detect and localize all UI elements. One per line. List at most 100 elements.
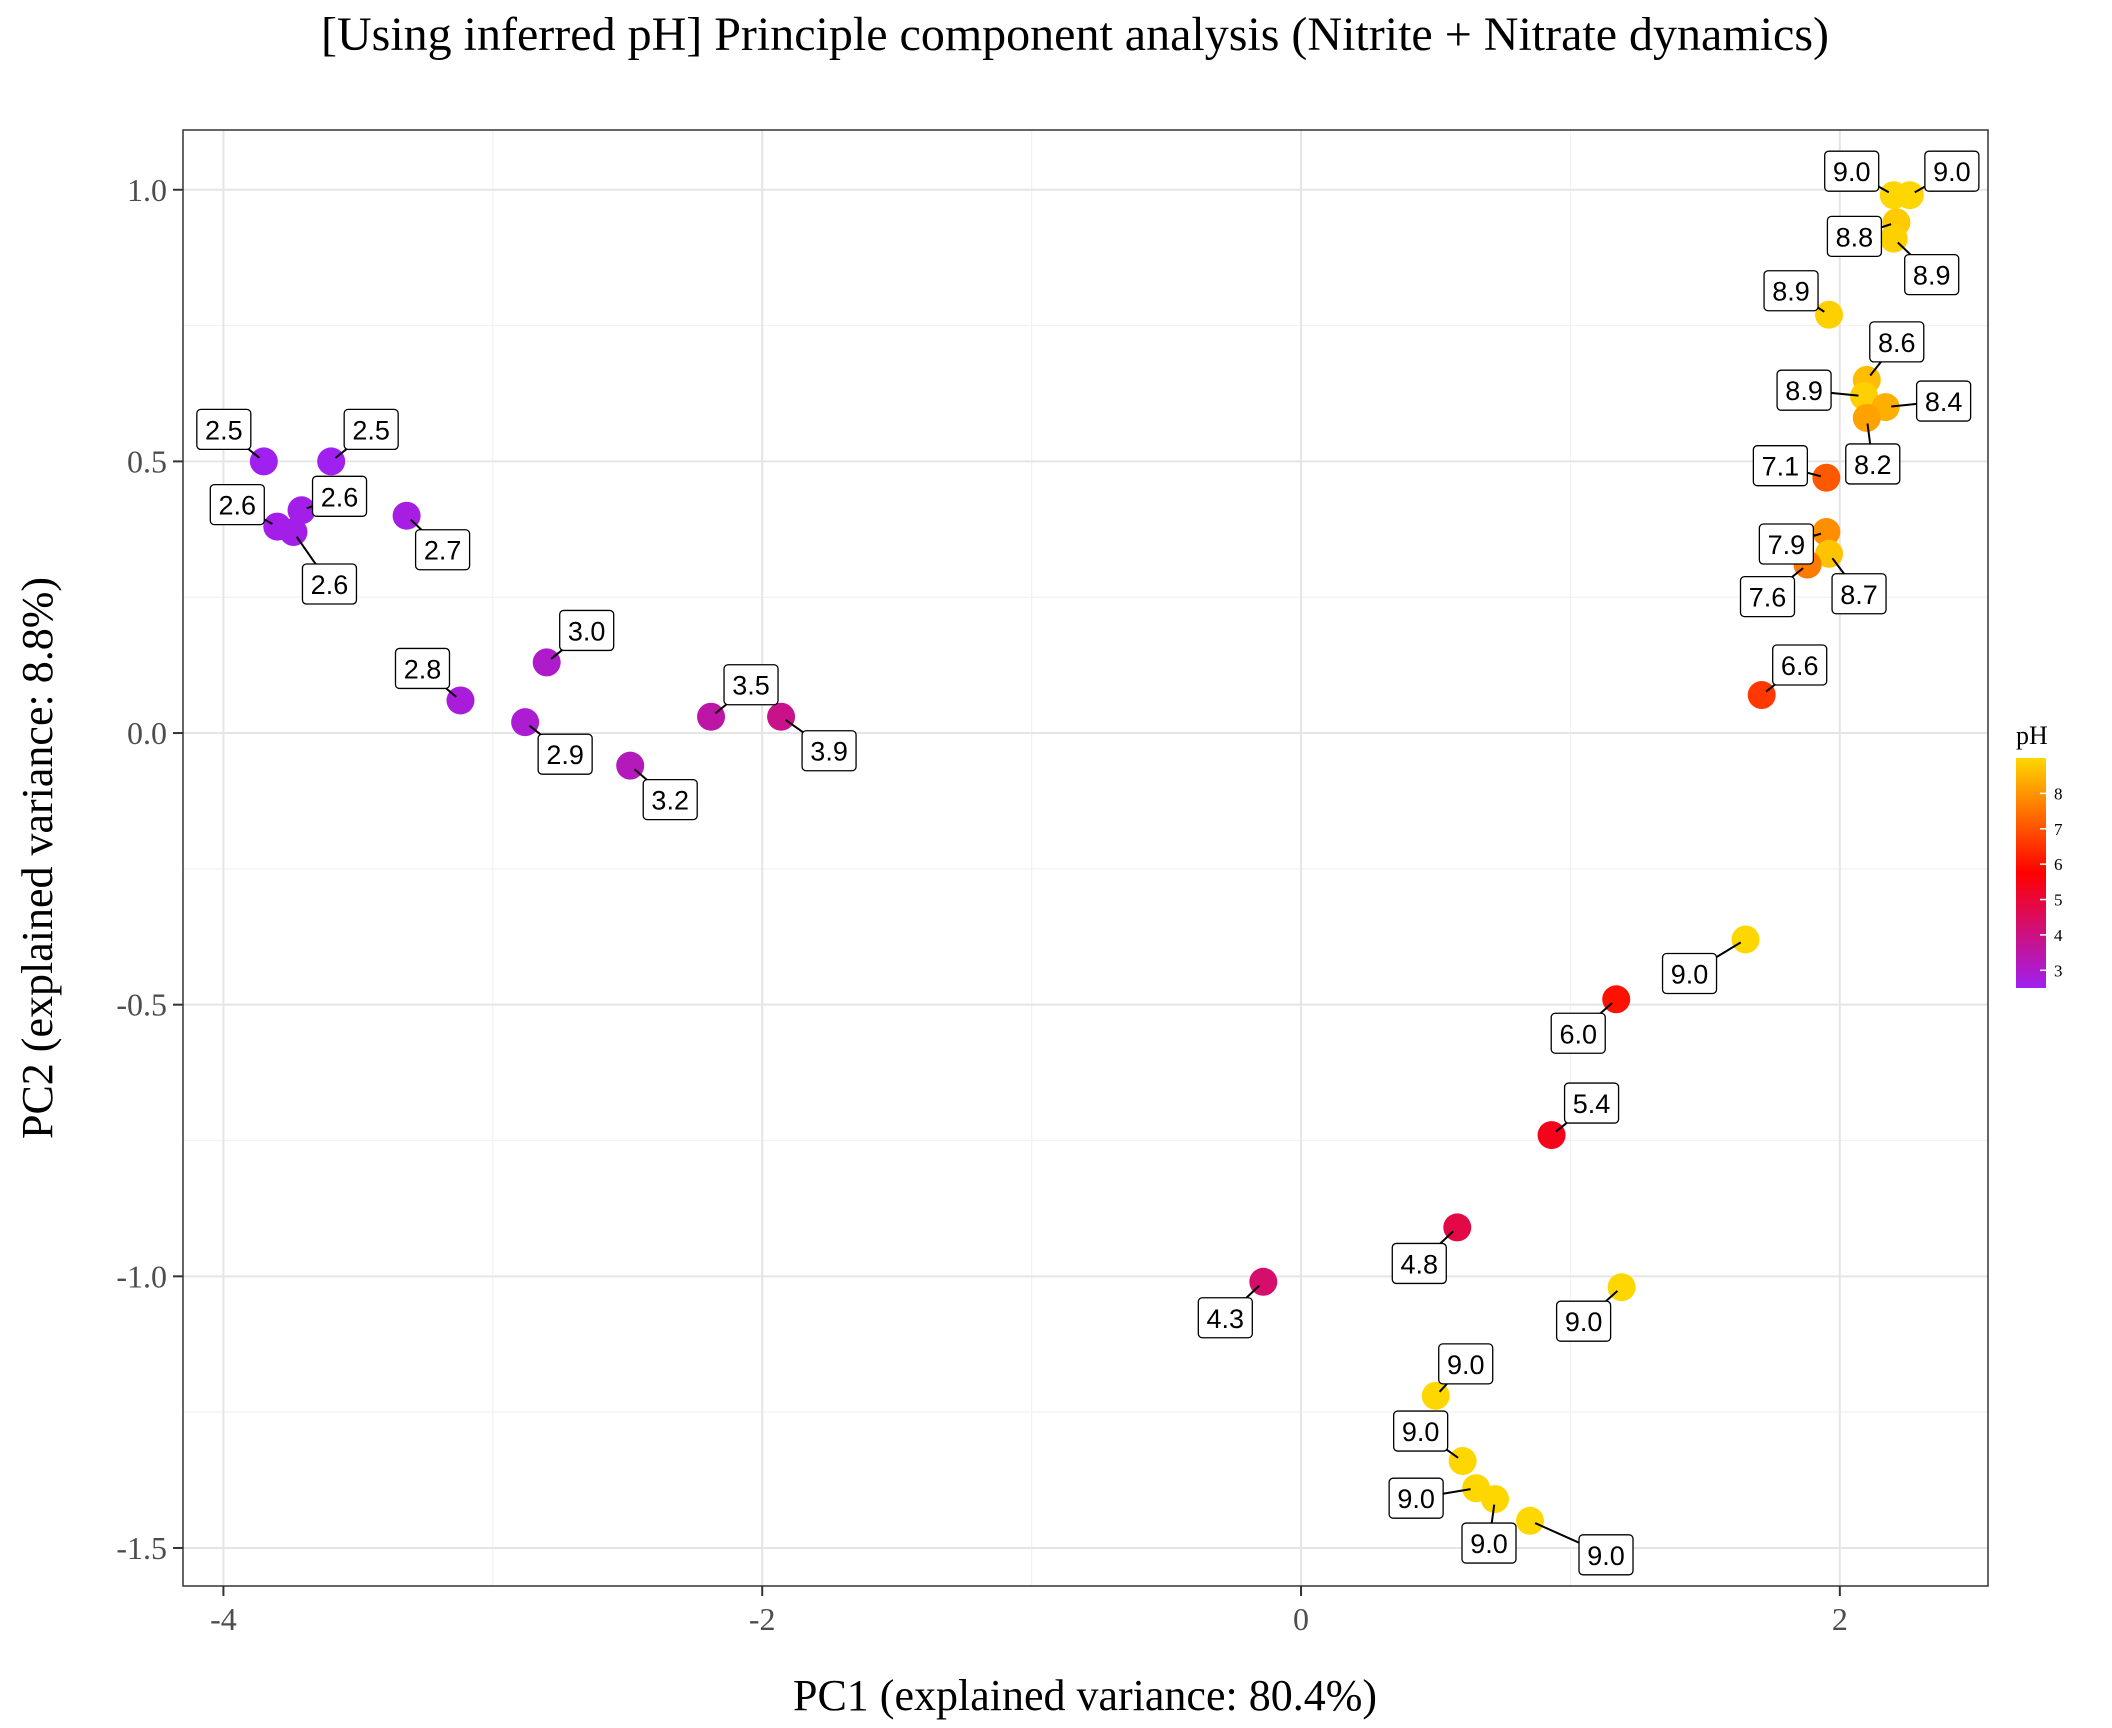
label-box — [642, 778, 698, 821]
label-text: 8.6 — [1878, 328, 1916, 358]
label-box — [1758, 523, 1815, 565]
data-point — [1852, 403, 1881, 432]
label-text: 9.0 — [1833, 157, 1871, 187]
label-text: 9.0 — [1671, 959, 1709, 989]
label-text: 9.0 — [1447, 1350, 1485, 1380]
label-box — [1461, 1522, 1517, 1564]
data-point — [1812, 518, 1841, 547]
label-text: 4.8 — [1401, 1249, 1439, 1279]
point-label: 2.6 — [209, 483, 273, 526]
data-point — [532, 648, 561, 677]
label-box — [723, 664, 779, 706]
data-point — [1537, 1121, 1566, 1150]
label-box — [414, 529, 471, 571]
point-label: 9.0 — [1555, 1290, 1619, 1342]
y-tick-label: 1.0 — [127, 172, 167, 208]
label-box — [1845, 443, 1901, 485]
label-box — [537, 733, 593, 775]
data-point — [1815, 300, 1844, 329]
label-box — [1661, 952, 1718, 995]
label-box — [1776, 369, 1832, 411]
point-label: 9.0 — [1388, 1477, 1471, 1519]
label-box — [1388, 1477, 1444, 1519]
label-text: 8.7 — [1840, 580, 1878, 610]
x-axis-title: PC1 (explained variance: 80.4%) — [793, 1671, 1377, 1720]
label-text: 8.4 — [1925, 387, 1963, 417]
label-box — [394, 647, 451, 690]
point-label: 7.9 — [1758, 523, 1822, 565]
x-tick-label: 2 — [1832, 1601, 1848, 1637]
label-box — [1197, 1297, 1253, 1339]
point-label: 7.6 — [1739, 567, 1804, 618]
point-label: 9.0 — [1461, 1504, 1517, 1564]
label-box — [801, 730, 857, 772]
label-box — [196, 408, 252, 451]
label-text: 3.2 — [651, 786, 689, 816]
label-box — [1438, 1343, 1494, 1385]
y-tick-label: -1.5 — [116, 1530, 167, 1566]
point-label: 2.6 — [295, 536, 358, 605]
label-box — [311, 475, 368, 517]
point-label: 6.6 — [1765, 644, 1828, 693]
label-text: 2.7 — [424, 536, 462, 566]
label-box — [1826, 215, 1883, 258]
legend-tick-label: 6 — [2054, 855, 2063, 874]
chart-title: [Using inferred pH] Principle component … — [321, 8, 1829, 61]
y-tick-label: 0.5 — [127, 443, 167, 479]
x-tick-label: 0 — [1293, 1601, 1309, 1637]
plot-grid — [183, 130, 1988, 1586]
y-tick-label: 0.0 — [127, 715, 167, 751]
label-text: 8.2 — [1854, 450, 1892, 480]
y-tick-label: -1.0 — [116, 1258, 167, 1294]
point-label: 2.5 — [334, 408, 399, 459]
label-text: 8.8 — [1836, 222, 1874, 252]
label-text: 6.6 — [1781, 651, 1819, 681]
point-label: 6.0 — [1550, 1002, 1613, 1054]
data-point — [697, 702, 726, 731]
point-label: 2.6 — [306, 475, 368, 517]
label-leader-line — [1490, 1504, 1496, 1526]
point-label: 8.6 — [1869, 321, 1925, 377]
point-label: 9.0 — [1534, 1522, 1634, 1576]
data-point — [1812, 463, 1841, 492]
point-label: 4.8 — [1391, 1230, 1454, 1285]
point-label: 3.9 — [785, 719, 857, 772]
point-label: 8.9 — [1897, 241, 1960, 296]
point-label: 8.9 — [1776, 369, 1859, 411]
label-text: 9.0 — [1397, 1484, 1435, 1514]
label-box — [1869, 321, 1925, 363]
data-point — [511, 708, 540, 737]
point-label: 8.7 — [1831, 557, 1887, 615]
label-box — [301, 563, 358, 605]
label-box — [1763, 270, 1819, 312]
label-box — [1563, 1082, 1620, 1124]
point-label: 3.2 — [633, 768, 698, 821]
label-box — [1915, 380, 1972, 422]
label-text: 2.5 — [352, 415, 390, 445]
label-text: 2.8 — [404, 654, 442, 684]
data-point — [1815, 539, 1844, 568]
label-box — [1752, 445, 1809, 487]
plot-background — [183, 130, 1988, 1586]
label-text: 2.5 — [205, 415, 243, 445]
point-label: 2.9 — [528, 724, 593, 775]
plot-panel-border — [182, 129, 1989, 1587]
label-text: 2.6 — [219, 491, 257, 521]
point-labels: 9.0 9.0 8.8 8.9 8.9 8.6 8.9 8.4 8.2 7.1 7.9 8.7 7.6 6… — [196, 150, 1980, 1576]
point-label: 8.4 — [1891, 380, 1972, 422]
y-axis-title: PC2 (explained variance: 8.8%) — [13, 577, 62, 1139]
point-label: 4.3 — [1197, 1284, 1260, 1339]
label-text: 8.9 — [1785, 376, 1823, 406]
point-label: 9.0 — [1438, 1343, 1494, 1393]
data-point — [767, 702, 796, 731]
point-label: 9.0 — [1824, 150, 1890, 194]
label-box — [1824, 150, 1880, 192]
data-point — [1448, 1447, 1477, 1476]
point-label: 3.5 — [714, 664, 779, 715]
label-box — [1904, 254, 1960, 296]
label-text: 9.0 — [1470, 1529, 1508, 1559]
legend-colorbar — [2016, 758, 2046, 988]
label-text: 7.9 — [1768, 530, 1806, 560]
label-box — [1772, 644, 1828, 686]
